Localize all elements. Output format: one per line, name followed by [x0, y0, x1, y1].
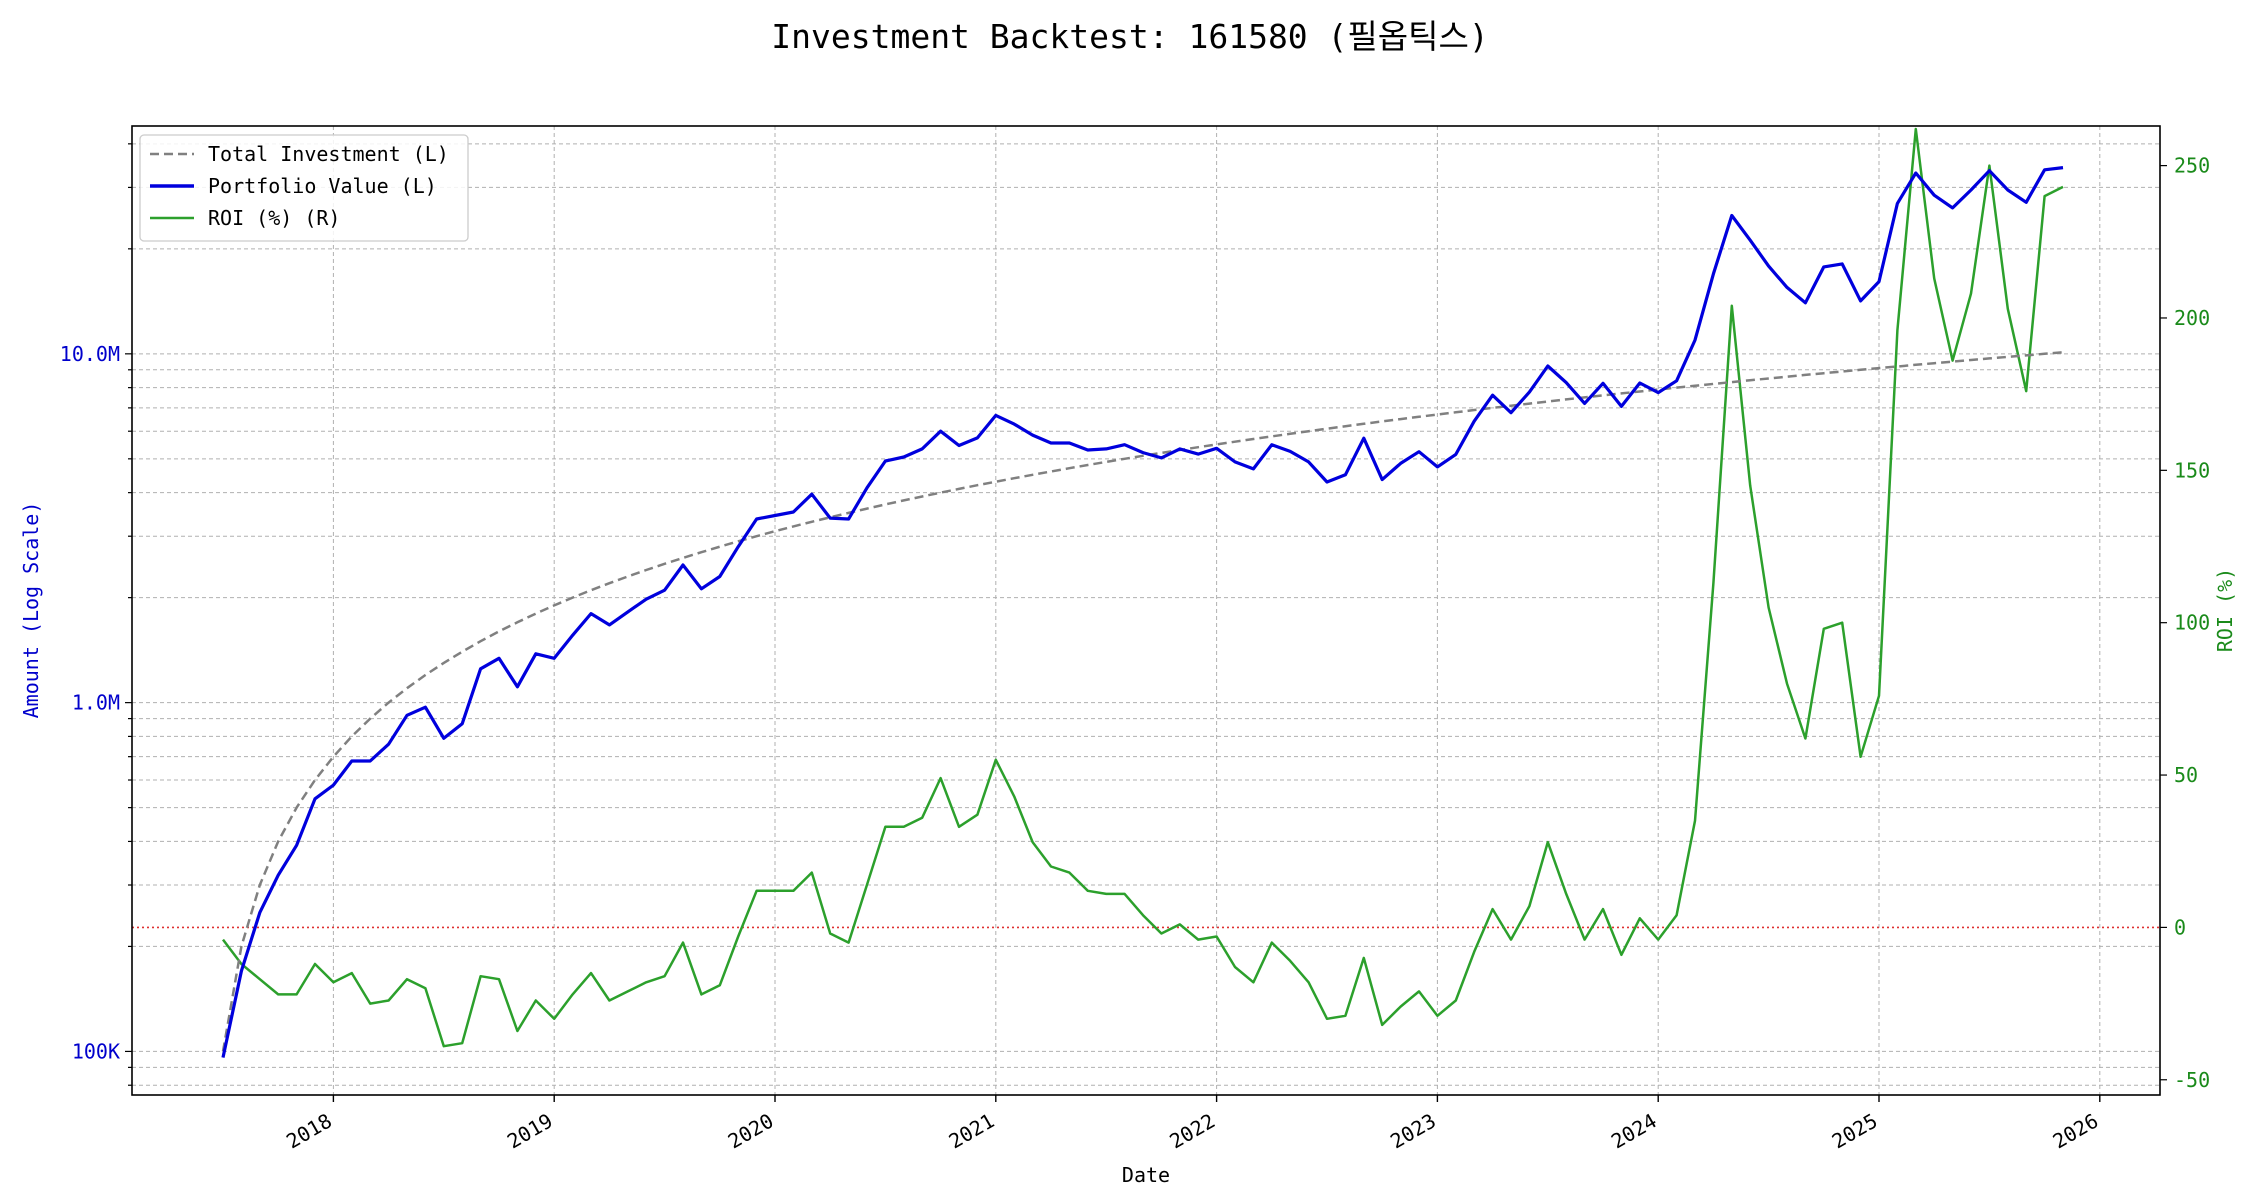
legend-label-roi: ROI (%) (R) — [208, 206, 340, 230]
y-right-tick-label: 200 — [2174, 306, 2210, 330]
y-axis-left-label: Amount (Log Scale) — [19, 502, 43, 719]
plot-area — [132, 126, 2160, 1095]
x-tick-label: 2024 — [1607, 1109, 1661, 1154]
y-left-tick-label: 1.0M — [72, 691, 120, 715]
x-tick-label: 2026 — [2049, 1109, 2103, 1154]
y-axis-left: 100K 1.0M 10.0M — [60, 143, 132, 1086]
y-right-tick-label: 150 — [2174, 458, 2210, 482]
roi-line — [222, 127, 2064, 1048]
y-right-tick-label: 100 — [2174, 611, 2210, 635]
legend-label-total-investment: Total Investment (L) — [208, 142, 449, 166]
x-tick-label: 2022 — [1165, 1109, 1219, 1154]
chart-title: Investment Backtest: 161580 (필옵틱스) — [771, 17, 1488, 56]
y-right-tick-label: 0 — [2174, 915, 2186, 939]
y-left-tick-label: 10.0M — [60, 342, 120, 366]
series-layer — [221, 127, 2064, 1058]
total-investment-line — [221, 351, 2064, 1052]
plot-frame — [131, 125, 2161, 1096]
grid-layer — [132, 126, 2160, 1095]
legend: Total Investment (L) Portfolio Value (L)… — [139, 134, 469, 242]
y-right-tick-label: 50 — [2174, 763, 2198, 787]
x-tick-label: 2021 — [945, 1109, 999, 1154]
legend-box — [139, 134, 469, 242]
x-tick-label: 2025 — [1828, 1109, 1882, 1154]
y-right-tick-label: 250 — [2174, 154, 2210, 178]
y-left-tick-label: 100K — [72, 1039, 120, 1063]
x-tick-label: 2019 — [503, 1109, 557, 1154]
portfolio-value-line — [221, 166, 2064, 1058]
y-axis-right-label: ROI (%) — [2213, 568, 2237, 652]
x-axis-label: Date — [1122, 1163, 1170, 1187]
x-tick-label: 2018 — [282, 1109, 336, 1154]
x-axis: 2018 2019 2020 2021 2022 2023 2024 2025 2026 — [282, 1095, 2102, 1153]
x-tick-label: 2020 — [724, 1109, 778, 1154]
legend-label-portfolio-value: Portfolio Value (L) — [208, 174, 437, 198]
y-right-tick-label: -50 — [2174, 1068, 2210, 1092]
x-tick-label: 2023 — [1386, 1109, 1440, 1154]
y-axis-right: -50 0 50 100 150 200 250 — [2160, 154, 2210, 1092]
